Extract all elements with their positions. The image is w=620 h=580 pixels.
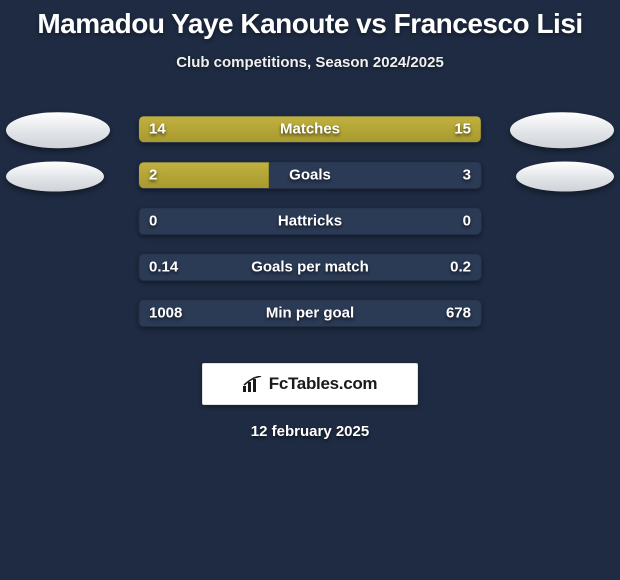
player-avatar-left xyxy=(6,162,104,192)
stat-row: 0 0Hattricks xyxy=(0,201,620,247)
comparison-title: Mamadou Yaye Kanoute vs Francesco Lisi xyxy=(0,0,620,40)
stat-bar-fill xyxy=(139,254,140,280)
brand-chart-icon xyxy=(243,376,263,392)
stat-bar-fill xyxy=(139,300,140,326)
stat-bar: 0 0Hattricks xyxy=(138,207,482,235)
stat-label: Min per goal xyxy=(139,305,481,322)
stat-rows: 1415Matches23Goals00Hattricks0.140.2Goal… xyxy=(0,109,620,339)
snapshot-date: 12 february 2025 xyxy=(0,423,620,440)
stat-bar: 0.14 0.2Goals per match xyxy=(138,253,482,281)
stat-value-left: 0.14 xyxy=(149,259,178,276)
stat-bar-fill xyxy=(139,116,481,142)
stat-value-right: 678 xyxy=(446,305,471,322)
stat-value-right: 3 xyxy=(463,167,471,184)
stat-value-left: 0 xyxy=(149,213,157,230)
brand-text: FcTables.com xyxy=(269,374,378,394)
stat-bar-fill xyxy=(139,208,140,234)
stat-value-left: 2 xyxy=(149,167,157,184)
stat-value-right: 0 xyxy=(463,213,471,230)
stat-label: Goals per match xyxy=(139,259,481,276)
player-avatar-left xyxy=(6,112,110,148)
player-avatar-right xyxy=(510,112,614,148)
comparison-subtitle: Club competitions, Season 2024/2025 xyxy=(0,54,620,71)
stat-row: 1415Matches xyxy=(0,109,620,155)
brand-badge: FcTables.com xyxy=(202,363,418,405)
stat-row: 1008 678Min per goal xyxy=(0,293,620,339)
stat-value-left: 14 xyxy=(149,121,166,138)
stat-bar: 1008 678Min per goal xyxy=(138,299,482,327)
stat-bar-fill xyxy=(139,162,269,188)
stat-value-right: 0.2 xyxy=(450,259,471,276)
stat-value-left: 1008 xyxy=(149,305,182,322)
stat-row: 0.14 0.2Goals per match xyxy=(0,247,620,293)
stat-value-right: 15 xyxy=(454,121,471,138)
stat-bar: 23Goals xyxy=(138,161,482,189)
player-avatar-right xyxy=(516,162,614,192)
stat-bar: 1415Matches xyxy=(138,115,482,143)
stat-label: Hattricks xyxy=(139,213,481,230)
stat-row: 23Goals xyxy=(0,155,620,201)
